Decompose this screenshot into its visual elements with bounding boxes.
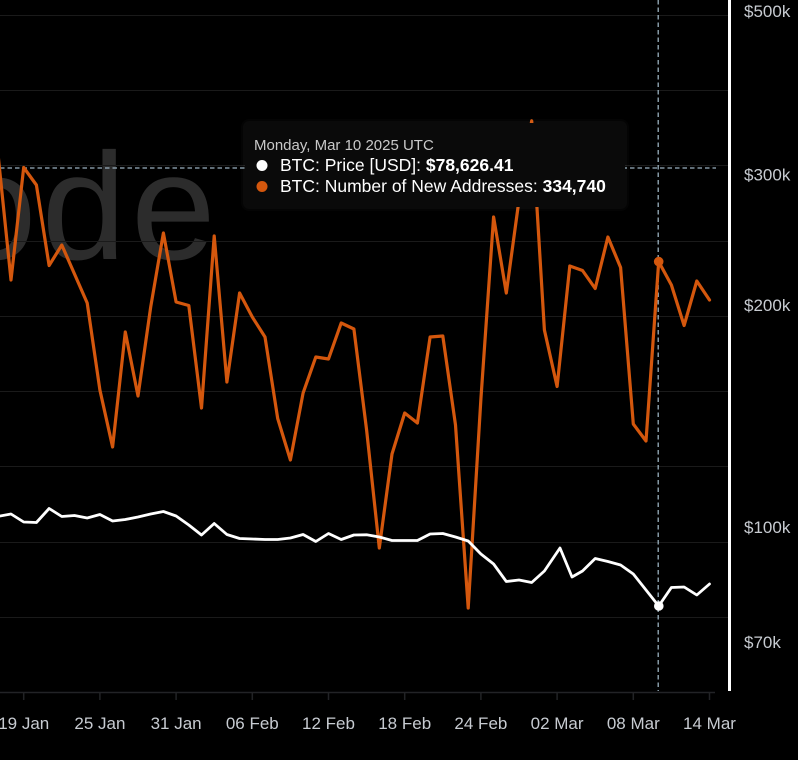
svg-text:19 Jan: 19 Jan xyxy=(0,714,49,733)
svg-text:$200k: $200k xyxy=(744,296,791,315)
svg-text:$300k: $300k xyxy=(744,166,791,185)
svg-text:12 Feb: 12 Feb xyxy=(302,714,355,733)
svg-text:Monday, Mar 10 2025 UTC: Monday, Mar 10 2025 UTC xyxy=(254,137,434,154)
svg-text:ode: ode xyxy=(0,122,221,292)
svg-text:BTC: Number of New Addresses:: BTC: Number of New Addresses: 334,740 xyxy=(280,176,606,196)
svg-text:$500k: $500k xyxy=(744,2,791,21)
svg-text:18 Feb: 18 Feb xyxy=(378,714,431,733)
svg-text:08 Mar: 08 Mar xyxy=(607,714,660,733)
svg-text:BTC: Price [USD]: $78,626.41: BTC: Price [USD]: $78,626.41 xyxy=(280,155,514,175)
svg-text:25 Jan: 25 Jan xyxy=(74,714,125,733)
svg-text:02 Mar: 02 Mar xyxy=(531,714,584,733)
svg-text:$70k: $70k xyxy=(744,633,781,652)
svg-text:06 Feb: 06 Feb xyxy=(226,714,279,733)
svg-text:31 Jan: 31 Jan xyxy=(151,714,202,733)
svg-text:14 Mar: 14 Mar xyxy=(683,714,736,733)
svg-text:24 Feb: 24 Feb xyxy=(454,714,507,733)
svg-text:$100k: $100k xyxy=(744,518,791,537)
